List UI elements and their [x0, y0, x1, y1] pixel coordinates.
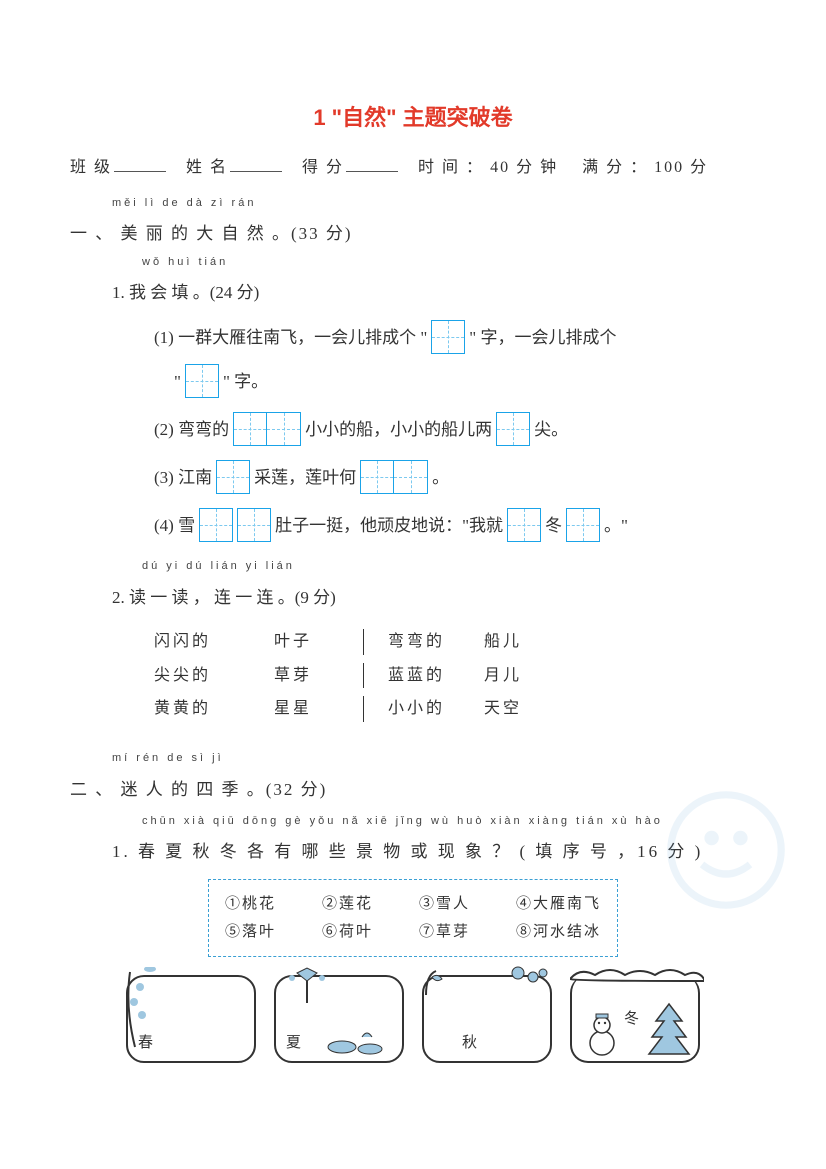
- lotus-icon: [322, 1027, 392, 1057]
- option-box: ①桃花 ②莲花 ③雪人 ④大雁南飞 ⑤落叶 ⑥荷叶 ⑦草芽 ⑧河水结冰: [208, 879, 618, 957]
- tree-icon: [644, 999, 694, 1059]
- q1-pinyin: wǒ huì tián: [142, 254, 756, 272]
- q1-line2: (2) 弯弯的 小小的船，小小的船儿两 尖。: [154, 412, 756, 446]
- text: (1) 一群大雁往南飞，一会儿排成个 ": [154, 324, 427, 351]
- section1-pinyin: měi lì de dà zì rán: [112, 195, 756, 213]
- time-label: 时 间 ：: [418, 159, 484, 176]
- text: 。: [432, 464, 449, 491]
- option: ⑤落叶: [225, 920, 276, 944]
- text: 尖。: [534, 416, 568, 443]
- char-box[interactable]: [507, 508, 541, 542]
- text: ": [174, 368, 181, 395]
- text: 采莲，莲叶何: [254, 464, 356, 491]
- name-blank[interactable]: [230, 171, 282, 172]
- match-cell: 叶子: [274, 629, 364, 655]
- option: ②莲花: [322, 892, 373, 916]
- season-label: 冬: [624, 1007, 639, 1031]
- match-cell: 蓝蓝的: [364, 663, 484, 689]
- text: " 字。: [223, 368, 268, 395]
- summer-icon: [282, 963, 332, 1013]
- section2-heading: 二 、 迷 人 的 四 季 。(32 分): [70, 776, 756, 803]
- match-cell: 草芽: [274, 663, 364, 689]
- snowman-icon: [582, 1007, 622, 1057]
- char-box[interactable]: [431, 320, 465, 354]
- season-card-autumn[interactable]: 秋: [422, 975, 552, 1063]
- season-label: 春: [138, 1031, 153, 1055]
- snow-top-icon: [570, 965, 704, 983]
- autumn-icon: [418, 965, 558, 1005]
- class-label: 班 级: [70, 159, 112, 176]
- char-box[interactable]: [566, 508, 600, 542]
- match-cell: 月儿: [484, 663, 574, 689]
- time-value: 40 分 钟: [490, 159, 558, 176]
- match-cell: 天空: [484, 696, 574, 722]
- full-label: 满 分 ：: [582, 159, 648, 176]
- match-row[interactable]: 尖尖的 草芽 蓝蓝的 月儿: [154, 659, 756, 693]
- section1-heading: 一 、 美 丽 的 大 自 然 。(33 分): [70, 220, 756, 247]
- text: 肚子一挺，他顽皮地说："我就: [275, 512, 503, 539]
- s2q1-pinyin: chūn xià qiū dōng gè yǒu nǎ xiē jǐng wù …: [142, 813, 756, 831]
- score-blank[interactable]: [346, 171, 398, 172]
- char-box[interactable]: [233, 412, 301, 446]
- s2q1-heading: 1. 春 夏 秋 冬 各 有 哪 些 景 物 或 现 象 ？ ( 填 序 号 ，…: [112, 838, 756, 865]
- match-cell: 尖尖的: [154, 663, 274, 689]
- match-cell: 星星: [274, 696, 364, 722]
- match-cell: 小小的: [364, 696, 484, 722]
- match-cell: 闪闪的: [154, 629, 274, 655]
- char-box[interactable]: [360, 460, 428, 494]
- option: ⑥荷叶: [322, 920, 373, 944]
- option-row: ①桃花 ②莲花 ③雪人 ④大雁南飞: [225, 890, 601, 918]
- text: 冬: [545, 512, 562, 539]
- class-blank[interactable]: [114, 171, 166, 172]
- page-title: 1 "自然" 主题突破卷: [70, 100, 756, 135]
- option-row: ⑤落叶 ⑥荷叶 ⑦草芽 ⑧河水结冰: [225, 918, 601, 946]
- option: ⑦草芽: [419, 920, 470, 944]
- season-label: 夏: [286, 1031, 301, 1055]
- match-row[interactable]: 黄黄的 星星 小小的 天空: [154, 692, 756, 726]
- q1-line3: (3) 江南 采莲，莲叶何 。: [154, 460, 756, 494]
- name-label: 姓 名: [186, 159, 228, 176]
- text: (2) 弯弯的: [154, 416, 229, 443]
- option: ③雪人: [419, 892, 470, 916]
- match-row[interactable]: 闪闪的 叶子 弯弯的 船儿: [154, 625, 756, 659]
- info-row: 班 级 姓 名 得 分 时 间 ： 40 分 钟 满 分 ： 100 分: [70, 155, 756, 181]
- option: ④大雁南飞: [516, 892, 601, 916]
- text: " 字，一会儿排成个: [469, 324, 616, 351]
- match-cell: 弯弯的: [364, 629, 484, 655]
- char-box[interactable]: [199, 508, 233, 542]
- score-label: 得 分: [302, 159, 344, 176]
- text: 小小的船，小小的船儿两: [305, 416, 492, 443]
- option: ⑧河水结冰: [516, 920, 601, 944]
- q1-line1: (1) 一群大雁往南飞，一会儿排成个 " " 字，一会儿排成个: [154, 320, 756, 354]
- match-cell: 船儿: [484, 629, 574, 655]
- char-box[interactable]: [185, 364, 219, 398]
- match-table: 闪闪的 叶子 弯弯的 船儿 尖尖的 草芽 蓝蓝的 月儿 黄黄的 星星 小小的 天…: [154, 625, 756, 726]
- text: 。": [604, 512, 628, 539]
- season-card-summer[interactable]: 夏: [274, 975, 404, 1063]
- char-box[interactable]: [496, 412, 530, 446]
- section2-pinyin: mí rén de sì jì: [112, 750, 756, 768]
- q1-heading: 1. 我 会 填 。(24 分): [112, 279, 756, 306]
- char-box[interactable]: [237, 508, 271, 542]
- q2-pinyin: dú yi dú lián yi lián: [142, 558, 756, 576]
- season-card-winter[interactable]: 冬: [570, 975, 700, 1063]
- char-box[interactable]: [216, 460, 250, 494]
- q1-line1-extra: " " 字。: [174, 364, 756, 398]
- full-value: 100 分: [654, 159, 708, 176]
- season-card-spring[interactable]: 春: [126, 975, 256, 1063]
- match-cell: 黄黄的: [154, 696, 274, 722]
- option: ①桃花: [225, 892, 276, 916]
- text: (4) 雪: [154, 512, 195, 539]
- text: (3) 江南: [154, 464, 212, 491]
- season-row: 春 夏 秋: [70, 975, 756, 1063]
- season-label: 秋: [462, 1031, 477, 1055]
- q1-line4: (4) 雪 肚子一挺，他顽皮地说："我就 冬 。": [154, 508, 756, 542]
- q2-heading: 2. 读 一 读 ， 连 一 连 。(9 分): [112, 584, 756, 611]
